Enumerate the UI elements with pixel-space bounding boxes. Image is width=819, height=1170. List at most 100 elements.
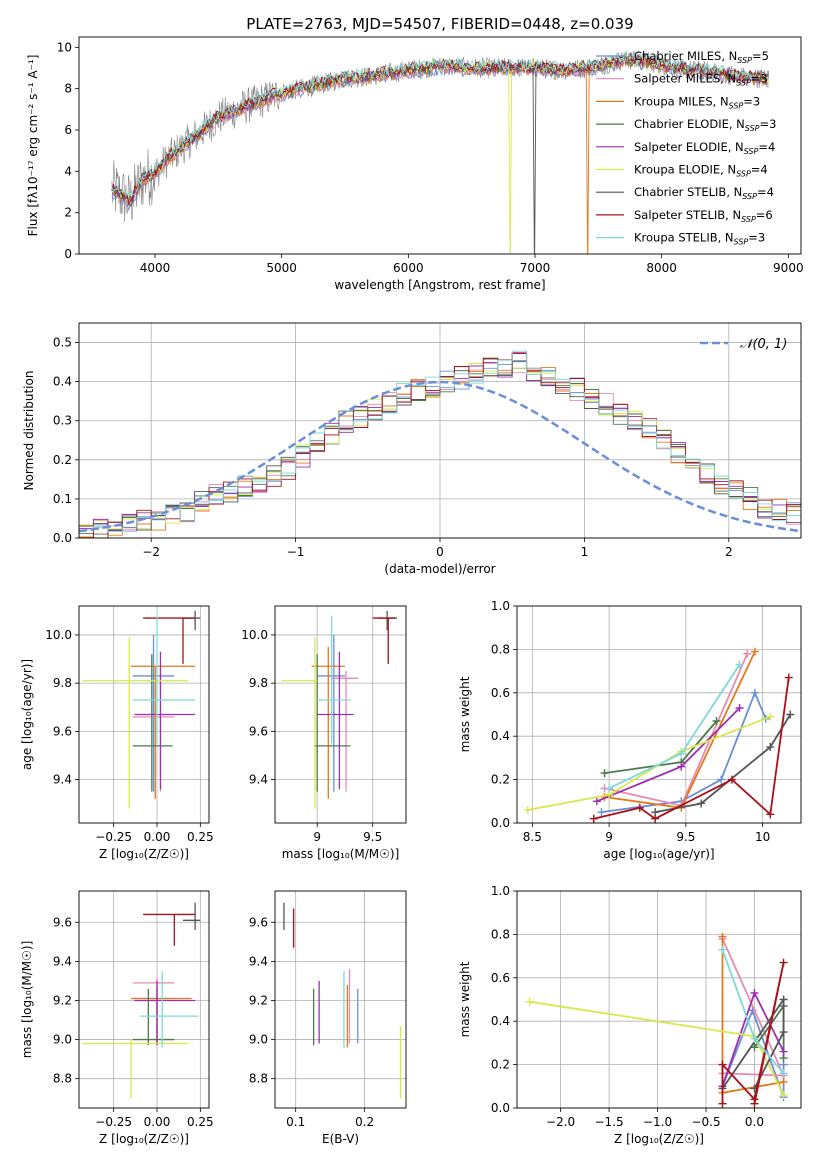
- weight-marker-kroupa-elodie: [766, 712, 775, 721]
- legend-label: Kroupa STELIB, NSSP=3: [634, 231, 765, 247]
- y-axis-label: age [log₁₀(age/yr)]: [20, 659, 34, 770]
- legend-label: Chabrier MILES, NSSP=5: [634, 49, 769, 65]
- weight-marker-chabrier-stelib: [779, 995, 788, 1004]
- ytick-label: 9.4: [249, 954, 268, 968]
- age-vs-Z-panel: −0.25 0.00 0.25 9.4 9.6 9.8 10.0 Z [log₁₀(Z/Z☉)…: [20, 605, 214, 861]
- histogram-salpeter-stelib: [79, 352, 801, 538]
- weight-marker-chabrier-elodie: [712, 717, 721, 726]
- age-vs-mass-panel: 9 9.5 9.4 9.6 9.8 10.0 mass [log₁₀(M/M☉)]: [241, 605, 407, 861]
- weight-marker-salpeter-stelib: [589, 814, 598, 823]
- gaussian-reference-line: [79, 380, 801, 533]
- ytick-label: 10.0: [241, 628, 268, 642]
- xtick-label: 0.25: [187, 1115, 214, 1129]
- ytick-label: 0.0: [491, 1101, 510, 1115]
- ytick-label: 10: [57, 40, 72, 54]
- xtick-label: 5000: [266, 261, 297, 275]
- ytick-label: 0.4: [53, 375, 72, 389]
- ytick-label: 0.4: [491, 729, 510, 743]
- ytick-label: 8.8: [53, 1072, 72, 1086]
- xtick-label: 7000: [520, 261, 551, 275]
- ytick-label: 0.1: [53, 492, 72, 506]
- xtick-label: 8.5: [523, 830, 542, 844]
- axes-frame: [78, 36, 802, 255]
- ytick-label: 9.2: [53, 993, 72, 1007]
- ytick-label: 9.8: [249, 676, 268, 690]
- xtick-label: 0.00: [144, 830, 171, 844]
- y-axis-label: mass weight: [458, 961, 472, 1037]
- ytick-label: 0.8: [491, 927, 510, 941]
- weight-marker-salpeter-miles: [743, 649, 752, 658]
- legend-label: 𝒩(0, 1): [740, 337, 787, 352]
- y-axis-label: Normed distribution: [22, 371, 36, 491]
- x-axis-label: mass [log₁₀(M/M☉)]: [282, 847, 400, 861]
- ytick-label: 9.8: [53, 676, 72, 690]
- age-vs-mass-plot-area: [281, 610, 398, 809]
- weight-marker-kroupa-elodie: [525, 997, 534, 1006]
- weight-marker-salpeter-elodie: [779, 1047, 788, 1056]
- histogram-salpeter-elodie: [79, 352, 801, 538]
- ytick-label: 1.0: [491, 884, 510, 898]
- xtick-label: 9.5: [676, 830, 695, 844]
- weight-marker-salpeter-stelib: [718, 1060, 727, 1069]
- weight-marker-salpeter-stelib: [750, 1099, 759, 1108]
- x-axis-label: Z [log₁₀(Z/Z☉)]: [99, 847, 189, 861]
- ytick-label: 0.2: [53, 453, 72, 467]
- xtick-label: −1: [287, 545, 305, 559]
- weight-marker-chabrier-miles: [597, 808, 606, 817]
- weight-marker-chabrier-miles: [717, 775, 726, 784]
- x-axis-label: wavelength [Angstrom, rest frame]: [334, 278, 545, 292]
- ytick-label: 0.2: [491, 1058, 510, 1072]
- weight-marker-salpeter-elodie: [750, 988, 759, 997]
- weight-marker-chabrier-elodie: [600, 769, 609, 778]
- ytick-label: 9.6: [249, 915, 268, 929]
- weight-line-chabrier-stelib: [721, 996, 785, 1090]
- weight-marker-kroupa-stelib: [718, 945, 727, 954]
- histogram-salpeter-miles: [79, 362, 801, 538]
- weight-marker-kroupa-miles: [750, 647, 759, 656]
- legend-label: Kroupa ELODIE, NSSP=4: [634, 163, 768, 179]
- weight-marker-kroupa-stelib: [605, 784, 614, 793]
- weight-marker-kroupa-stelib: [677, 749, 686, 758]
- weight-vs-age-panel: 8.5 9 9.5 10 0.0 0.2 0.4 0.6 0.8 1.0 age [log₁₀(ag…: [458, 599, 802, 861]
- xtick-label: 8000: [646, 261, 677, 275]
- legend-label: Salpeter MILES, NSSP=3: [634, 72, 768, 88]
- xtick-label: −0.5: [691, 1115, 720, 1129]
- spectrum-plot-area: [111, 50, 770, 254]
- ytick-label: 10.0: [45, 628, 72, 642]
- axes-frame: [274, 605, 407, 824]
- xtick-label: −2.0: [546, 1115, 575, 1129]
- ytick-label: 8.8: [249, 1072, 268, 1086]
- xtick-label: 9: [605, 830, 613, 844]
- ytick-label: 0.3: [53, 414, 72, 428]
- xtick-label: 0.1: [286, 1115, 305, 1129]
- xtick-label: 0.25: [187, 830, 214, 844]
- weight-marker-kroupa-elodie: [523, 805, 532, 814]
- legend-label: Kroupa MILES, NSSP=3: [634, 94, 760, 110]
- xtick-label: −1.5: [595, 1115, 624, 1129]
- ytick-label: 1.0: [491, 599, 510, 613]
- ytick-label: 9.0: [53, 1033, 72, 1047]
- mass-vs-ebv-panel: 0.1 0.2 8.8 9.0 9.2 9.4 9.6 E(B-V): [249, 890, 407, 1146]
- residuals-plot-area: [79, 350, 801, 538]
- axes-frame: [78, 322, 802, 539]
- weight-marker-salpeter-stelib: [766, 810, 775, 819]
- weight-marker-salpeter-stelib: [784, 673, 793, 682]
- x-axis-label: (data-model)/error: [384, 562, 495, 576]
- weight-vs-Z-plot-area: [525, 932, 788, 1108]
- ytick-label: 9.4: [53, 773, 72, 787]
- ytick-label: 9.4: [249, 773, 268, 787]
- axes-frame: [516, 890, 802, 1109]
- xtick-label: 4000: [140, 261, 171, 275]
- ytick-label: 0.2: [491, 773, 510, 787]
- age-vs-Z-plot-area: [82, 610, 201, 809]
- axes-frame: [274, 890, 407, 1109]
- weight-marker-kroupa-stelib: [750, 1034, 759, 1043]
- ytick-label: 0.6: [491, 686, 510, 700]
- model-line-kroupa-stelib: [111, 51, 770, 198]
- xtick-label: 9000: [773, 261, 804, 275]
- weight-marker-chabrier-stelib: [697, 799, 706, 808]
- weight-marker-salpeter-stelib: [727, 775, 736, 784]
- x-axis-label: Z [log₁₀(Z/Z☉)]: [99, 1132, 189, 1146]
- legend-label: Chabrier STELIB, NSSP=4: [634, 185, 774, 201]
